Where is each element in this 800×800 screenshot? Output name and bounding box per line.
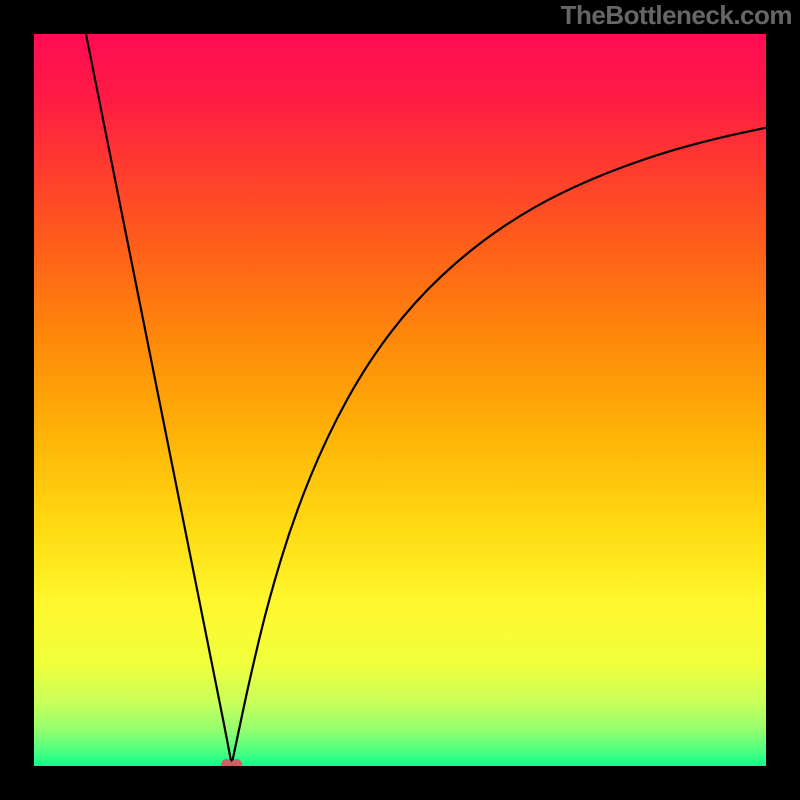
bottleneck-curve: [86, 34, 766, 765]
bottleneck-curve-svg: [34, 34, 766, 766]
watermark-text: TheBottleneck.com: [561, 0, 792, 31]
plot-area: [34, 34, 766, 766]
chart-frame: TheBottleneck.com: [0, 0, 800, 800]
